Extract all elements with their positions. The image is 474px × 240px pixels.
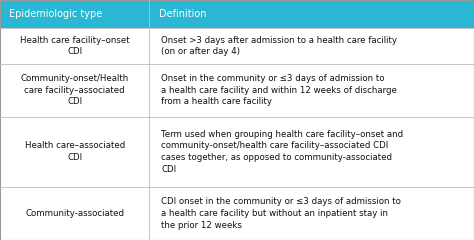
Text: Definition: Definition [159,9,206,19]
Bar [0,117,474,187]
Bar [0,187,474,240]
Text: Health care–associated
CDI: Health care–associated CDI [25,141,125,162]
Bar [0,28,474,64]
Text: Onset in the community or ≤3 days of admission to
a health care facility and wit: Onset in the community or ≤3 days of adm… [161,74,397,106]
Text: Term used when grouping health care facility–onset and
community-onset/health ca: Term used when grouping health care faci… [161,130,403,174]
Text: CDI onset in the community or ≤3 days of admission to
a health care facility but: CDI onset in the community or ≤3 days of… [161,197,401,230]
Text: Health care facility–onset
CDI: Health care facility–onset CDI [20,36,129,56]
Bar [0,64,474,117]
Text: Onset >3 days after admission to a health care facility
(on or after day 4): Onset >3 days after admission to a healt… [161,36,397,56]
Text: Epidemiologic type: Epidemiologic type [9,9,103,19]
Text: Community-associated: Community-associated [25,209,124,218]
Bar [0,0,474,28]
Text: Community-onset/Health
care facility–associated
CDI: Community-onset/Health care facility–ass… [20,74,129,106]
